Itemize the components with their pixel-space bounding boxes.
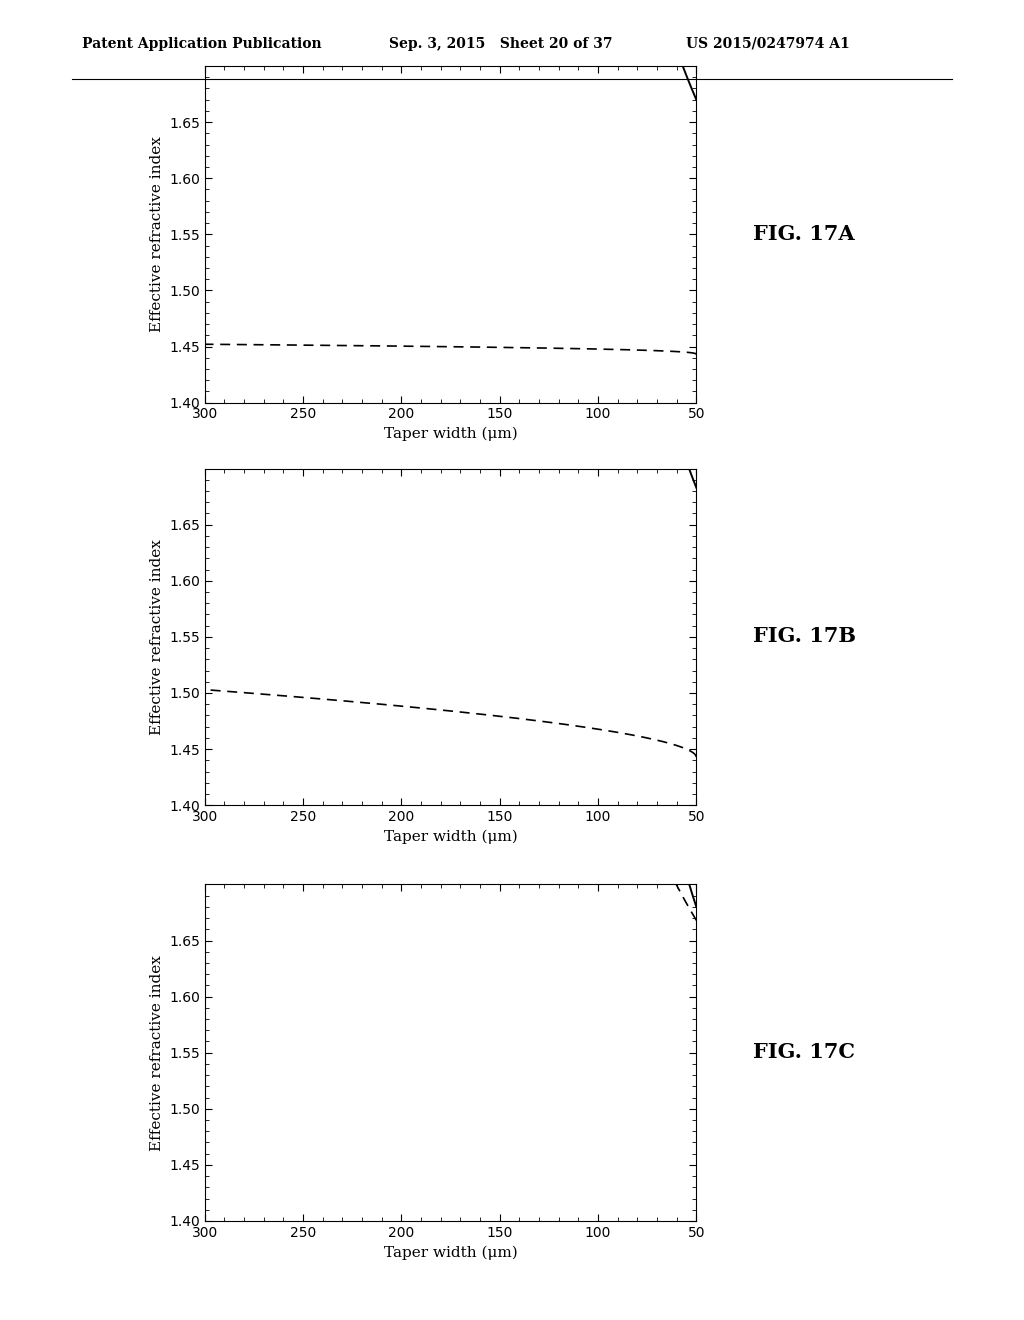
X-axis label: Taper width (μm): Taper width (μm) <box>384 1245 517 1259</box>
X-axis label: Taper width (μm): Taper width (μm) <box>384 426 517 441</box>
Y-axis label: Effective refractive index: Effective refractive index <box>150 136 164 333</box>
Y-axis label: Effective refractive index: Effective refractive index <box>150 954 164 1151</box>
X-axis label: Taper width (μm): Taper width (μm) <box>384 829 517 843</box>
Text: Patent Application Publication: Patent Application Publication <box>82 37 322 51</box>
Text: US 2015/0247974 A1: US 2015/0247974 A1 <box>686 37 850 51</box>
Y-axis label: Effective refractive index: Effective refractive index <box>150 539 164 735</box>
Text: Sep. 3, 2015   Sheet 20 of 37: Sep. 3, 2015 Sheet 20 of 37 <box>389 37 612 51</box>
Text: FIG. 17A: FIG. 17A <box>753 223 854 244</box>
Text: FIG. 17C: FIG. 17C <box>753 1041 855 1063</box>
Text: FIG. 17B: FIG. 17B <box>753 626 856 647</box>
